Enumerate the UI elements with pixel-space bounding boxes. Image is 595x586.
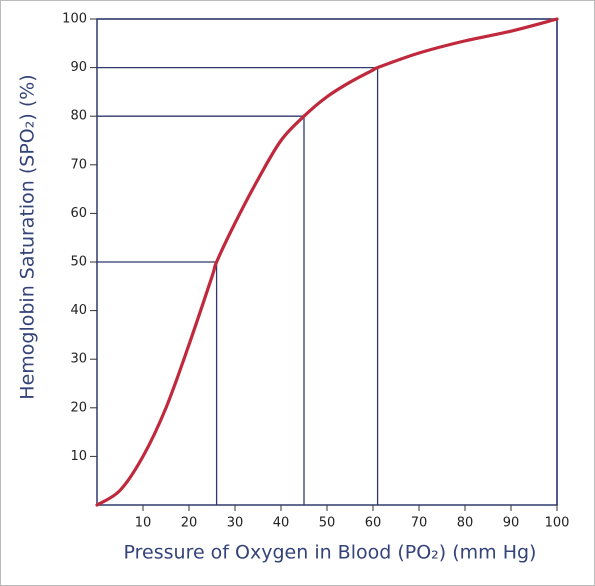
x-tick-label: 90 xyxy=(503,516,520,531)
x-tick-label: 10 xyxy=(135,516,152,531)
x-tick-label: 80 xyxy=(457,516,474,531)
y-tick-label: 20 xyxy=(70,400,87,415)
y-tick-label: 90 xyxy=(70,60,87,75)
x-tick-label: 60 xyxy=(365,516,382,531)
x-axis-title: Pressure of Oxygen in Blood (PO₂) (mm Hg… xyxy=(124,542,537,564)
y-tick-label: 70 xyxy=(70,157,87,172)
y-axis-title: Hemoglobin Saturation (SPO₂) (%) xyxy=(17,74,39,399)
y-tick-label: 30 xyxy=(70,352,87,367)
curve xyxy=(95,17,559,507)
x-tick-label: 50 xyxy=(319,516,336,531)
x-tick-label: 30 xyxy=(227,516,244,531)
y-tick-label: 100 xyxy=(62,12,87,27)
x-tick-label: 40 xyxy=(273,516,290,531)
y-tick-label: 40 xyxy=(70,303,87,318)
y-tick-label: 50 xyxy=(70,255,87,270)
y-tick-label: 60 xyxy=(70,206,87,221)
y-tick-label: 80 xyxy=(70,109,87,124)
y-tick-label: 10 xyxy=(70,449,87,464)
x-tick-label: 100 xyxy=(545,516,570,531)
x-tick-label: 70 xyxy=(411,516,428,531)
x-tick-label: 20 xyxy=(181,516,198,531)
